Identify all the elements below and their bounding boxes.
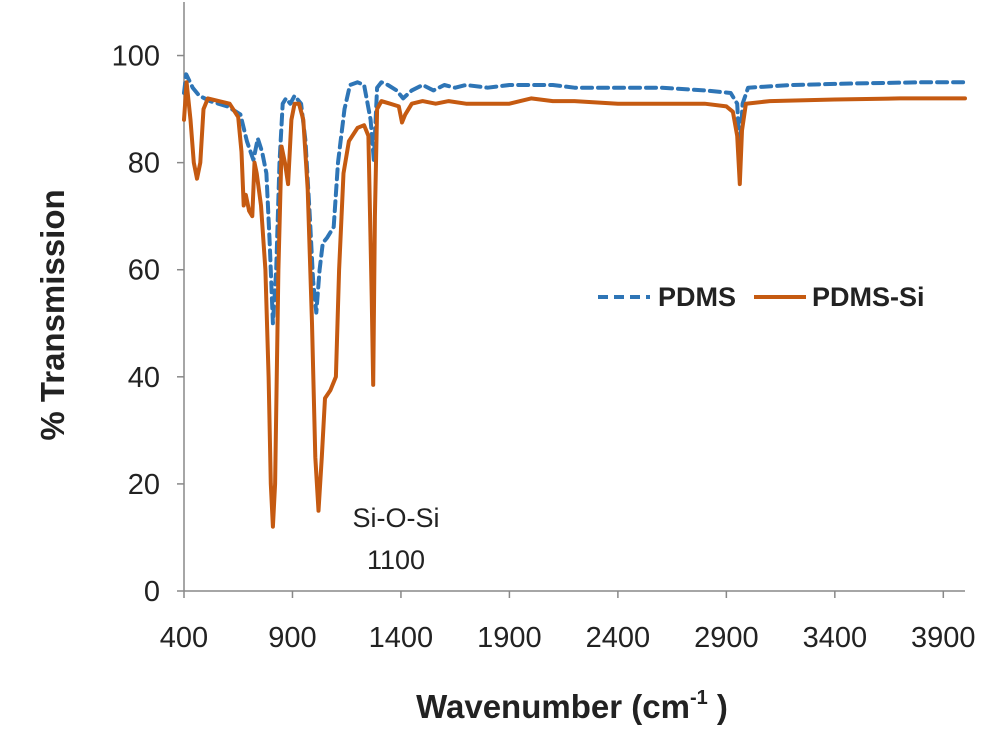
peak-annotation: Si-O-Si 1100 — [353, 503, 440, 575]
x-axis-title: Wavenumber (cm-1 ) — [416, 687, 728, 725]
legend: PDMS PDMS-Si — [598, 282, 925, 312]
annotation-line-1: Si-O-Si — [353, 503, 440, 533]
x-tick-label: 900 — [268, 622, 316, 654]
y-tick-label: 60 — [128, 255, 160, 287]
legend-label-pdms: PDMS — [658, 282, 736, 312]
series-line-pdms-si — [182, 80, 967, 529]
x-axis-title-main: Wavenumber (cm — [416, 688, 690, 725]
x-tick-label: 1400 — [369, 622, 434, 654]
series-lines — [182, 72, 967, 529]
y-tick-label: 100 — [112, 41, 160, 73]
annotation-line-2: 1100 — [367, 545, 425, 575]
y-tick-label: 20 — [128, 469, 160, 501]
y-tick-labels: 0 20 40 60 80 100 — [112, 41, 160, 608]
x-tick-label: 3400 — [803, 622, 868, 654]
x-axis-title-tail: ) — [708, 688, 728, 725]
legend-label-pdms-si: PDMS-Si — [812, 282, 925, 312]
y-tick-label: 0 — [144, 576, 160, 608]
y-axis-title: % Transmission — [34, 189, 71, 440]
series-line-pdms — [182, 72, 967, 326]
y-tick-label: 80 — [128, 148, 160, 180]
x-axis-title-superscript: -1 — [690, 687, 708, 709]
x-tick-labels: 400 900 1400 1900 2400 2900 3400 3900 — [160, 622, 976, 654]
y-tick-label: 40 — [128, 362, 160, 394]
x-tick-label: 1900 — [477, 622, 542, 654]
x-tick-label: 2400 — [586, 622, 651, 654]
x-tick-label: 3900 — [911, 622, 976, 654]
x-tick-label: 2900 — [694, 622, 759, 654]
x-tick-label: 400 — [160, 622, 208, 654]
